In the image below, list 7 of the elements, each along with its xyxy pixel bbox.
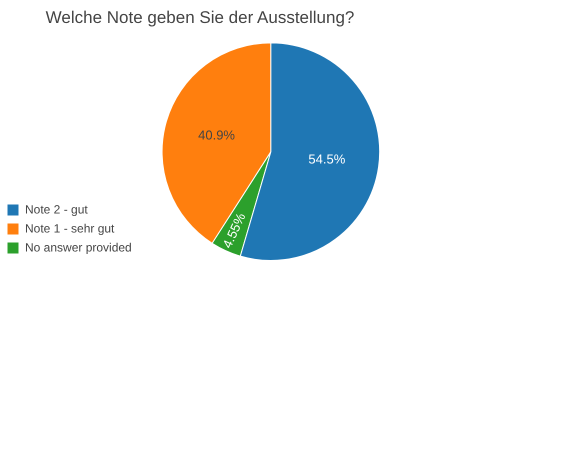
legend-label: Note 2 - gut — [25, 202, 88, 216]
data-label: 40.9% — [198, 127, 236, 142]
legend-label: Note 1 - sehr gut — [25, 221, 116, 236]
chart-title: Welche Note geben Sie der Ausstellung? — [46, 8, 354, 27]
data-label: 4.55% — [219, 210, 249, 250]
legend-label: No answer provided — [25, 240, 132, 254]
data-label: 54.5% — [308, 151, 346, 166]
